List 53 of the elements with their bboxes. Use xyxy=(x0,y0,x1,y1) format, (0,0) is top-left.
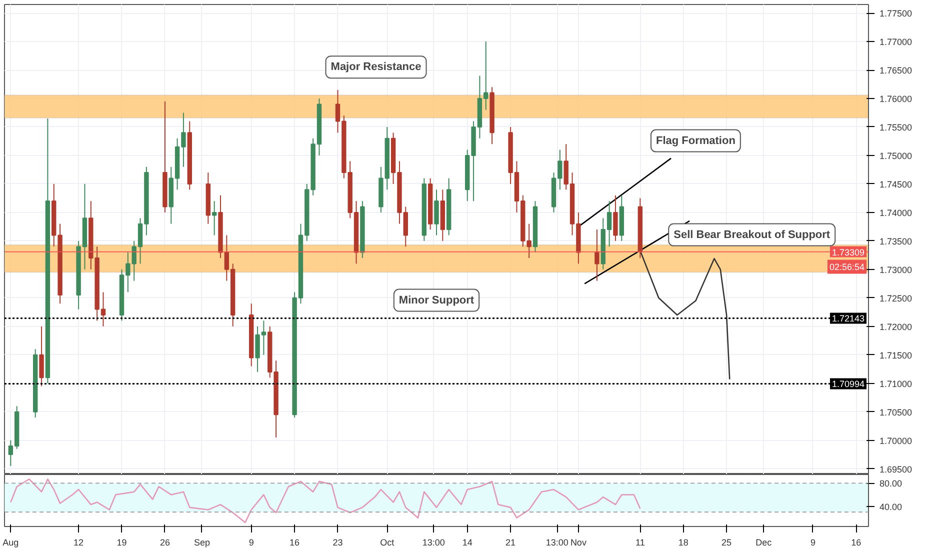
ref-line-label: 1.70994 xyxy=(832,379,865,390)
candlestick xyxy=(613,194,618,242)
x-tick-label: Aug xyxy=(2,538,19,548)
y-tick-label: 1.71000 xyxy=(880,378,912,389)
x-tick-label: 19 xyxy=(116,538,127,548)
annotation: Flag Formation xyxy=(656,134,736,147)
x-tick-label: 14 xyxy=(462,538,472,548)
x-tick-label: 11 xyxy=(635,538,645,548)
y-tick-label: 1.72500 xyxy=(880,293,912,304)
y-tick-label: 1.77500 xyxy=(880,8,912,19)
candlestick xyxy=(434,189,439,236)
y-tick-label: 80.00 xyxy=(880,478,902,489)
y-tick-label: 1.73500 xyxy=(880,236,912,246)
x-tick-label: 9 xyxy=(810,538,816,548)
x-tick-label: Nov xyxy=(570,538,587,548)
band-label: Major Resistance xyxy=(330,61,422,74)
y-tick-label: 1.71500 xyxy=(880,350,912,360)
x-tick-label: 21 xyxy=(506,538,516,548)
x-tick-label: 16 xyxy=(290,538,300,548)
candlestick xyxy=(594,229,600,282)
annotation: Sell Bear Breakout of Support xyxy=(674,228,830,241)
x-tick-label: 16 xyxy=(851,538,862,548)
x-tick-label: Dec xyxy=(756,538,772,548)
y-tick-label: 1.72000 xyxy=(880,322,912,332)
x-tick-label: 23 xyxy=(332,538,343,548)
y-tick-label: 1.73000 xyxy=(880,264,912,275)
x-tick-label: Sep xyxy=(194,538,210,548)
ref-line-label: 1.72143 xyxy=(832,314,865,324)
x-tick-label: 9 xyxy=(248,538,254,548)
x-tick-label: 13:00 xyxy=(422,538,445,548)
x-tick-label: 18 xyxy=(678,538,688,548)
y-tick-label: 1.69500 xyxy=(880,464,912,474)
y-tick-label: 1.77000 xyxy=(880,37,912,48)
x-tick-label: 12 xyxy=(74,538,84,548)
y-tick-label: 1.75500 xyxy=(880,122,912,132)
y-tick-label: 1.70500 xyxy=(880,407,912,418)
candlestick xyxy=(212,200,217,236)
y-tick-label: 1.70000 xyxy=(880,436,912,446)
y-tick-label: 1.75000 xyxy=(880,150,912,161)
annotation: 02:56:54 xyxy=(829,262,865,272)
x-tick-label: 13:00 xyxy=(546,538,568,548)
y-tick-label: 1.74000 xyxy=(880,208,912,218)
x-tick-label: Oct xyxy=(380,538,395,548)
band-label: Minor Support xyxy=(398,294,474,306)
y-tick-label: 1.76000 xyxy=(880,94,912,104)
ref-line-label: 1.73309 xyxy=(832,247,865,258)
x-tick-label: 26 xyxy=(160,538,170,548)
x-tick-label: 25 xyxy=(722,538,732,548)
y-tick-label: 40.00 xyxy=(880,502,902,512)
y-tick-label: 1.74500 xyxy=(880,179,912,190)
y-tick-label: 1.76500 xyxy=(880,66,912,76)
line-series xyxy=(10,478,641,524)
candlestick xyxy=(39,326,44,387)
